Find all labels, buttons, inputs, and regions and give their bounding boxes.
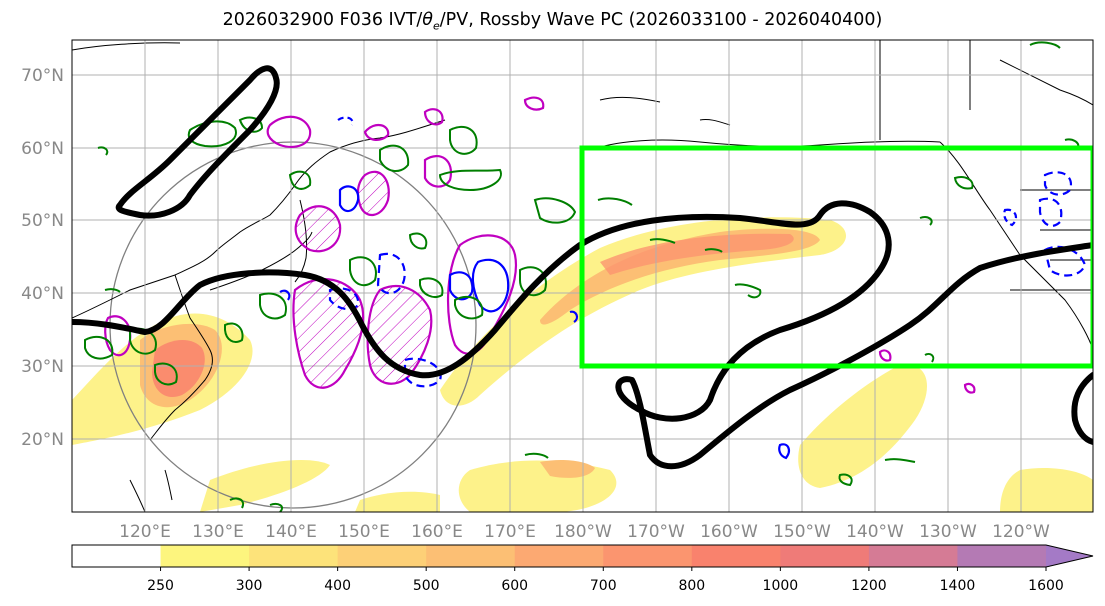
rossby-wave-box (579, 145, 1093, 369)
longitude-labels: 120°E 130°E 140°E 150°E 160°E 170°E 180°… (119, 522, 1050, 542)
colorbar-tick-label: 1000 (763, 578, 799, 594)
latitude-labels: 70°N 60°N 50°N 40°N 30°N 20°N (21, 66, 64, 450)
colorbar-cell (160, 545, 250, 567)
ivt-shading (72, 217, 1093, 512)
colorbar: 250 300 400 500 600 700 800 1000 1200 1400 1600 (71, 544, 1094, 594)
lat-label: 20°N (21, 430, 64, 450)
colorbar-tick-label: 800 (678, 578, 705, 594)
title-theta: θ (422, 10, 433, 30)
colorbar-cell (249, 545, 339, 567)
lon-label: 130°E (192, 522, 244, 542)
colorbar-cell (337, 545, 427, 567)
colorbar-tick-label: 250 (147, 578, 174, 594)
colorbar-tick-label: 600 (501, 578, 528, 594)
lon-label: 150°W (773, 522, 831, 542)
lon-label: 140°W (846, 522, 904, 542)
lat-label: 30°N (21, 357, 64, 377)
map-title: 2026032900 F036 IVT/θe/PV, Rossby Wave P… (0, 10, 1105, 33)
colorbar-cell (957, 545, 1047, 567)
lon-label: 120°E (119, 522, 171, 542)
colorbar-cell (868, 545, 958, 567)
colorbar-cell (603, 545, 693, 567)
lon-label: 150°E (338, 522, 390, 542)
colorbar-tick-label: 700 (590, 578, 617, 594)
lat-label: 40°N (21, 284, 64, 304)
colorbar-cell (691, 545, 781, 567)
lon-label: 140°E (265, 522, 317, 542)
colorbar-tick-label: 400 (324, 578, 351, 594)
colorbar-outline (71, 544, 1094, 568)
colorbar-cell (1046, 545, 1093, 567)
colorbar-tick-label: 1200 (851, 578, 887, 594)
lon-label: 130°W (919, 522, 977, 542)
colorbar-tick-label: 500 (413, 578, 440, 594)
title-suffix: /PV, Rossby Wave PC (2026033100 - 202604… (439, 10, 883, 30)
jet-stream-contours (72, 65, 1093, 470)
colorbar-cell (780, 545, 870, 567)
title-theta-sub: e (433, 19, 440, 33)
lon-label: 160°E (411, 522, 463, 542)
colorbar-tick-label: 1400 (940, 578, 976, 594)
colorbar-cell (72, 545, 162, 567)
lat-label: 70°N (21, 66, 64, 86)
lon-label: 170°W (627, 522, 685, 542)
lat-label: 50°N (21, 211, 64, 231)
lat-label: 60°N (21, 139, 64, 159)
lon-label: 120°W (992, 522, 1050, 542)
colorbar-cell (514, 545, 604, 567)
lon-label: 170°E (484, 522, 536, 542)
colorbar-cell (426, 545, 516, 567)
lon-label: 160°W (700, 522, 758, 542)
colorbar-tick-label: 300 (236, 578, 263, 594)
colorbar-tick-label: 1600 (1028, 578, 1064, 594)
map-frame (71, 39, 1094, 513)
title-prefix: 2026032900 F036 IVT/ (222, 10, 423, 30)
lon-label: 180°W (554, 522, 612, 542)
